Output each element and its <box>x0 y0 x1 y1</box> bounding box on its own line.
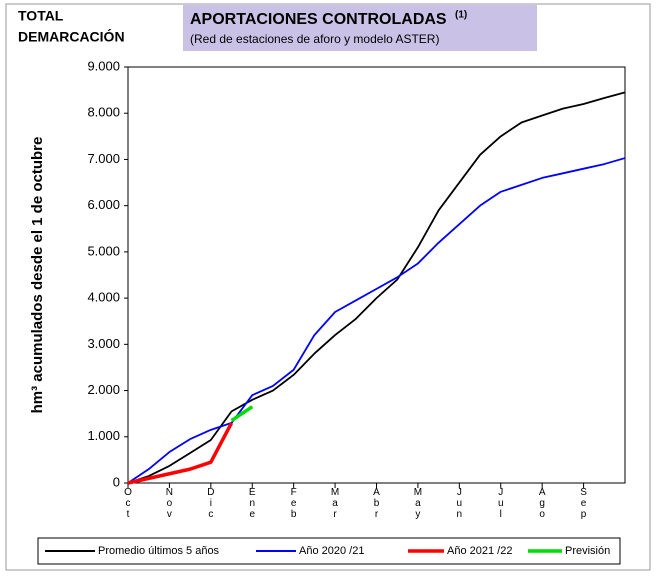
chart-title: APORTACIONES CONTROLADAS <box>190 11 447 28</box>
outer-frame <box>5 3 651 571</box>
y-tick-label: 3.000 <box>87 336 120 351</box>
y-tick-label: 8.000 <box>87 105 120 120</box>
legend <box>37 537 621 565</box>
legend-label: Promedio últimos 5 años <box>98 545 220 557</box>
y-tick-label: 0 <box>113 474 120 489</box>
corner-label: DEMARCACIÓN <box>18 28 125 45</box>
series-line <box>127 91 626 484</box>
y-tick-label: 2.000 <box>87 382 120 397</box>
y-tick-label: 5.000 <box>87 243 120 258</box>
series-line <box>127 157 626 484</box>
y-axis-label: hm³ acumulados desde el 1 de octubre <box>29 137 46 414</box>
series-line <box>127 422 234 485</box>
y-tick-label: 1.000 <box>87 428 120 443</box>
corner-label: TOTAL <box>18 8 64 24</box>
subtitle: (Red de estaciones de aforo y modelo AST… <box>190 32 439 46</box>
legend-label: Previsión <box>565 545 610 557</box>
title-note: (1) <box>455 10 467 21</box>
title-box <box>183 5 537 51</box>
legend-label: Año 2021 /22 <box>447 545 512 557</box>
legend-label: Año 2020 /21 <box>299 545 364 557</box>
y-tick-label: 4.000 <box>87 290 120 305</box>
y-tick-label: 9.000 <box>87 58 120 73</box>
y-tick-label: 7.000 <box>87 151 120 166</box>
y-tick-label: 6.000 <box>87 197 120 212</box>
series-line <box>230 405 254 423</box>
